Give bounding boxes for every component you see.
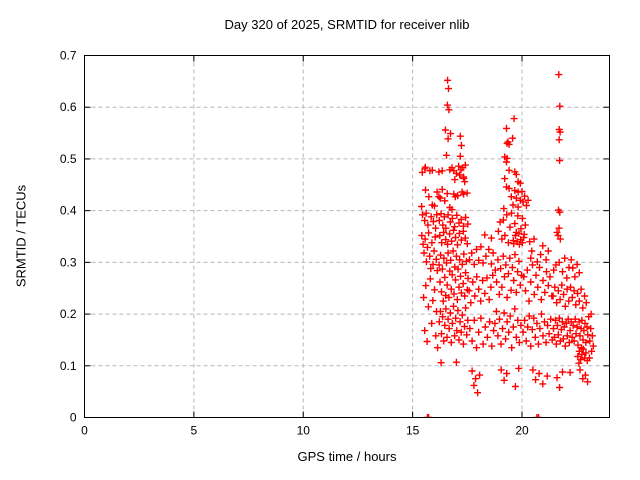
- x-tick-label: 20: [515, 424, 529, 438]
- y-tick-label: 0.6: [60, 100, 77, 114]
- chart-title: Day 320 of 2025, SRMTID for receiver nli…: [224, 17, 470, 32]
- y-tick-label: 0.2: [60, 307, 77, 321]
- plot-border: [84, 55, 610, 418]
- y-tick-label: 0.7: [60, 49, 77, 63]
- y-tick-label: 0.3: [60, 255, 77, 269]
- x-tick-label: 15: [406, 424, 420, 438]
- x-axis-title: GPS time / hours: [297, 449, 397, 464]
- x-tick-label: 10: [297, 424, 311, 438]
- y-tick-label: 0.5: [60, 152, 77, 166]
- x-tick-label: 5: [191, 424, 198, 438]
- y-tick-label: 0.4: [60, 204, 77, 218]
- y-tick-label: 0.1: [60, 359, 77, 373]
- x-tick-label: 0: [81, 424, 88, 438]
- y-tick-label: 0: [70, 411, 77, 425]
- data-points: [418, 71, 597, 418]
